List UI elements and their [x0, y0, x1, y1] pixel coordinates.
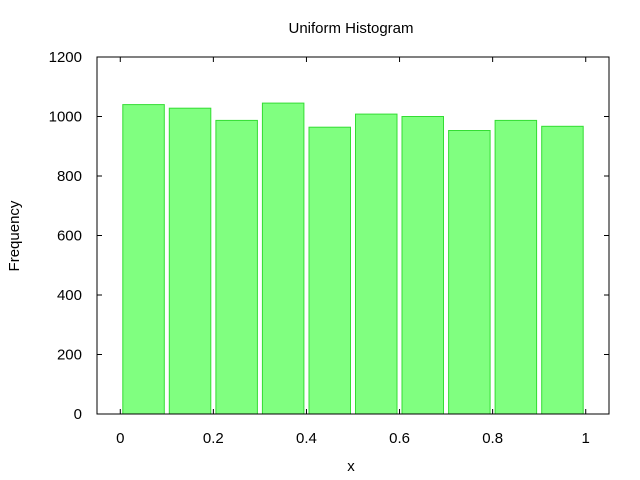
y-tick-label: 1000: [49, 109, 82, 126]
y-tick-label: 1200: [49, 49, 82, 66]
x-axis-ticks: 0 0.2 0.4 0.6 0.8 1: [116, 57, 590, 447]
bars-group: [122, 102, 584, 415]
histogram-bar-5: [355, 113, 398, 415]
y-axis-ticks: 0 200 400 600 800 1000 1200: [49, 49, 609, 423]
histogram-bar-1: [168, 107, 212, 415]
x-tick-label: 0.4: [296, 430, 317, 447]
x-tick-label: 0: [116, 430, 124, 447]
histogram-bar-8: [494, 119, 538, 415]
chart-title: Uniform Histogram: [288, 20, 413, 37]
y-tick-label: 0: [74, 406, 82, 423]
histogram-bar-4: [308, 126, 351, 415]
x-axis-label: x: [347, 458, 355, 475]
histogram-bar-3: [261, 102, 305, 415]
y-tick-label: 800: [57, 168, 82, 185]
histogram-bar-0: [122, 104, 165, 415]
histogram-bar-7: [448, 130, 491, 415]
histogram-bar-6: [401, 116, 444, 415]
x-tick-label: 0.8: [482, 430, 503, 447]
histogram-bar-9: [541, 125, 584, 415]
histogram-bar-2: [215, 119, 258, 415]
x-tick-label: 0.2: [203, 430, 224, 447]
y-tick-label: 200: [57, 347, 82, 364]
y-tick-label: 400: [57, 287, 82, 304]
y-tick-label: 600: [57, 228, 82, 245]
y-axis-label: Frequency: [6, 200, 23, 271]
x-tick-label: 0.6: [389, 430, 410, 447]
x-tick-label: 1: [582, 430, 590, 447]
